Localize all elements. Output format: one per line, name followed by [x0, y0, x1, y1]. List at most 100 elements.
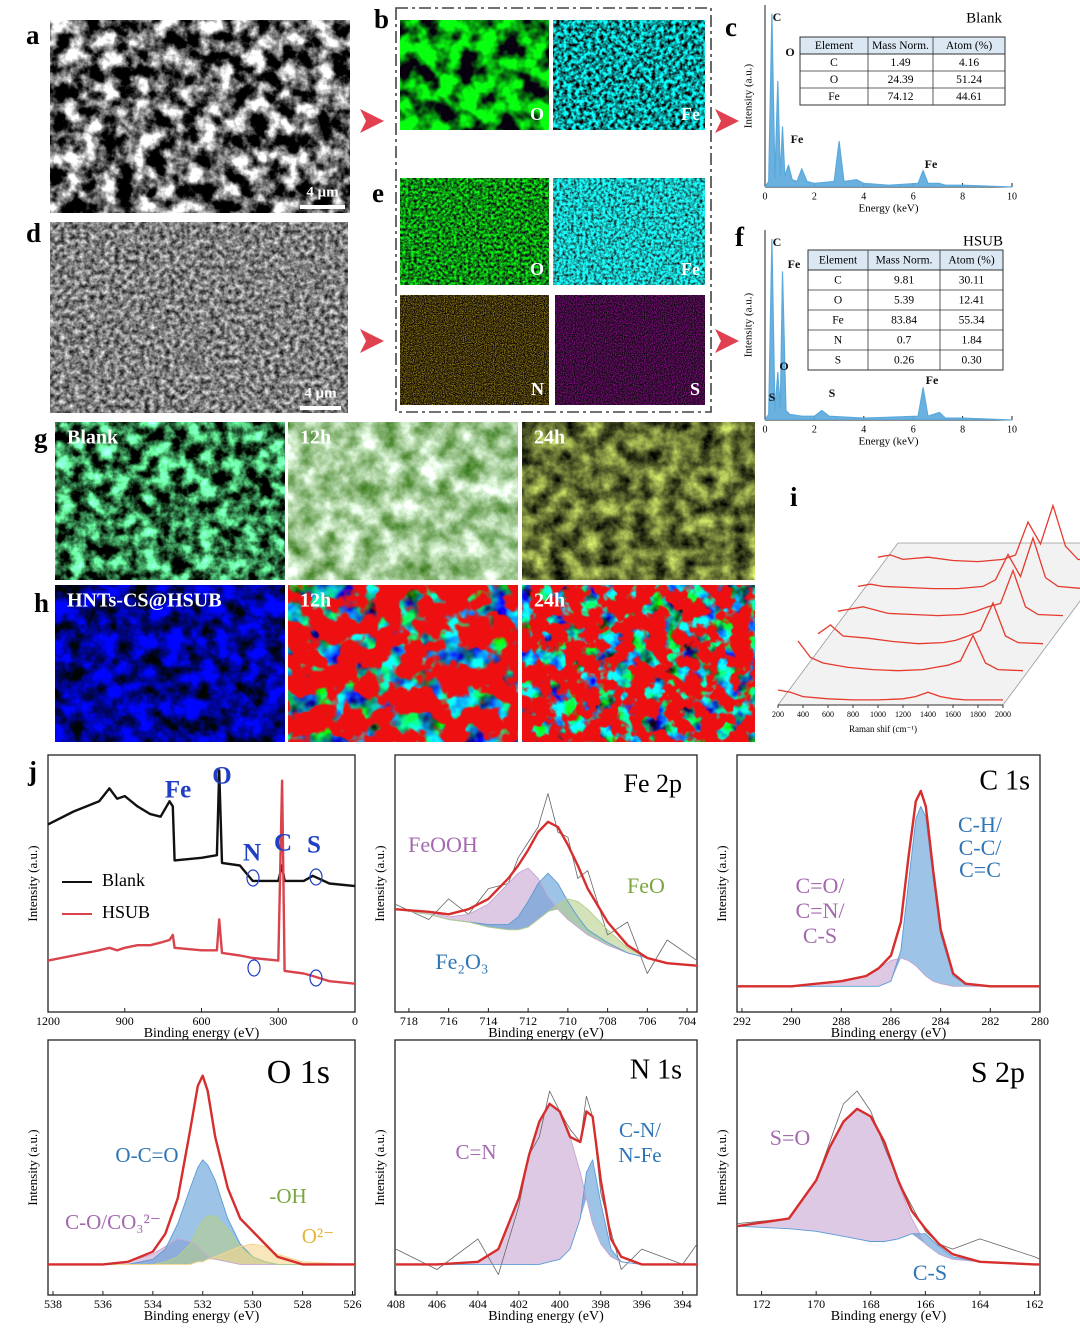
x-tick-label: 704	[678, 1014, 696, 1028]
panel-letter: f	[735, 222, 745, 252]
area-fill	[737, 958, 1040, 987]
annotation: O-C=O	[115, 1143, 178, 1167]
image	[50, 20, 350, 213]
x-tick-label: 708	[599, 1014, 617, 1028]
panel-letter: a	[26, 20, 40, 50]
x-tick-label: 288	[832, 1014, 850, 1028]
x-tick-label: 526	[344, 1297, 362, 1311]
x-tick-label: 2	[812, 424, 817, 435]
series-line	[394, 898, 698, 967]
x-tick-label: 200	[772, 710, 784, 719]
spectrum	[837, 568, 1064, 617]
series-line	[47, 779, 356, 985]
y-axis-label: Intensity (a.u.)	[25, 845, 40, 921]
table-cell: 83.84	[891, 315, 917, 327]
image	[50, 222, 348, 413]
arrow	[715, 109, 739, 133]
annotation: Fe	[926, 373, 939, 387]
annotation: FeOOH	[408, 832, 478, 857]
series-line	[764, 238, 1013, 421]
annotation: C	[274, 830, 292, 857]
annotation: C	[773, 10, 782, 24]
x-tick-label: 394	[674, 1297, 692, 1311]
area-fill	[395, 898, 697, 966]
spectrum	[797, 633, 1024, 672]
series-line	[736, 1107, 1040, 1266]
series-line	[395, 1090, 698, 1275]
area-fill	[396, 1103, 697, 1265]
table-cell: Fe	[832, 315, 844, 327]
panel-letter: e	[372, 178, 384, 208]
area-fill	[737, 1108, 1040, 1265]
table-header: Atom (%)	[948, 255, 994, 267]
table-header: Element	[819, 255, 858, 267]
x-tick-label: 710	[559, 1014, 577, 1028]
image	[55, 422, 285, 580]
area-fill	[395, 873, 697, 966]
legend-label: HSUB	[102, 902, 150, 922]
image	[400, 295, 549, 405]
x-tick-label: 1400	[920, 710, 936, 719]
x-tick-label: 402	[510, 1297, 528, 1311]
annotation: O	[212, 763, 231, 790]
panel-letter: i	[790, 482, 798, 512]
scale-label: 4 μm	[304, 385, 337, 401]
x-tick-label: 168	[862, 1297, 880, 1311]
annotation: FeO	[627, 873, 665, 898]
y-axis-label: Intensity (a.u.)	[743, 63, 755, 128]
panel-letter: h	[34, 588, 49, 618]
panel-letter: c	[725, 12, 737, 42]
plot-frame	[394, 1039, 698, 1296]
x-tick-label: 166	[916, 1297, 934, 1311]
annotation: C-C/	[959, 835, 1003, 860]
x-axis-label: Binding energy (eV)	[488, 1026, 604, 1041]
table-cell: 1.49	[890, 57, 910, 69]
image	[400, 178, 549, 285]
x-tick-label: 400	[797, 710, 809, 719]
x-tick-label: 290	[783, 1014, 801, 1028]
highlight-circle	[309, 868, 323, 886]
photo-label: 24h	[534, 590, 565, 612]
photo-label: Blank	[67, 427, 119, 449]
x-tick-label: 8	[960, 424, 965, 435]
x-tick-label: 1200	[895, 710, 911, 719]
highlight-circle	[309, 969, 323, 987]
table-cell: C	[830, 57, 838, 69]
arrow	[715, 329, 739, 353]
x-tick-label: 398	[592, 1297, 610, 1311]
x-axis-label: Binding energy (eV)	[144, 1026, 260, 1041]
annotation: Fe	[165, 777, 191, 804]
annotation: C-H/	[958, 812, 1003, 837]
x-tick-label: 396	[633, 1297, 651, 1311]
annotation: C-N/	[619, 1118, 661, 1142]
x-tick-label: 536	[94, 1297, 112, 1311]
spectrum	[817, 601, 1044, 645]
table-cell: 74.12	[888, 91, 914, 103]
annotation: C=N/	[795, 898, 845, 923]
x-tick-label: 1000	[870, 710, 886, 719]
table-cell: 55.34	[959, 315, 985, 327]
x-tick-label: 280	[1031, 1014, 1049, 1028]
x-tick-label: 800	[847, 710, 859, 719]
x-tick-label: 532	[194, 1297, 212, 1311]
x-tick-label: 172	[753, 1297, 771, 1311]
x-tick-label: 718	[400, 1014, 418, 1028]
image	[555, 295, 705, 405]
x-tick-label: 404	[469, 1297, 487, 1311]
x-tick-label: 716	[440, 1014, 458, 1028]
table-header: Element	[815, 40, 854, 52]
chart-title: Fe 2p	[624, 769, 683, 798]
highlight-circle	[246, 869, 260, 887]
chart-title: S 2p	[971, 1056, 1025, 1089]
annotation: O²⁻	[302, 1224, 335, 1248]
x-tick-label: 600	[822, 710, 834, 719]
annotation: C=N	[455, 1140, 496, 1164]
x-tick-label: 1600	[945, 710, 961, 719]
series-line	[737, 789, 1040, 988]
chart-title: O 1s	[267, 1054, 330, 1091]
x-axis-label: Raman shif (cm⁻¹)	[849, 724, 917, 734]
annotation: C=C	[959, 857, 1001, 882]
x-tick-label: 600	[193, 1014, 211, 1028]
